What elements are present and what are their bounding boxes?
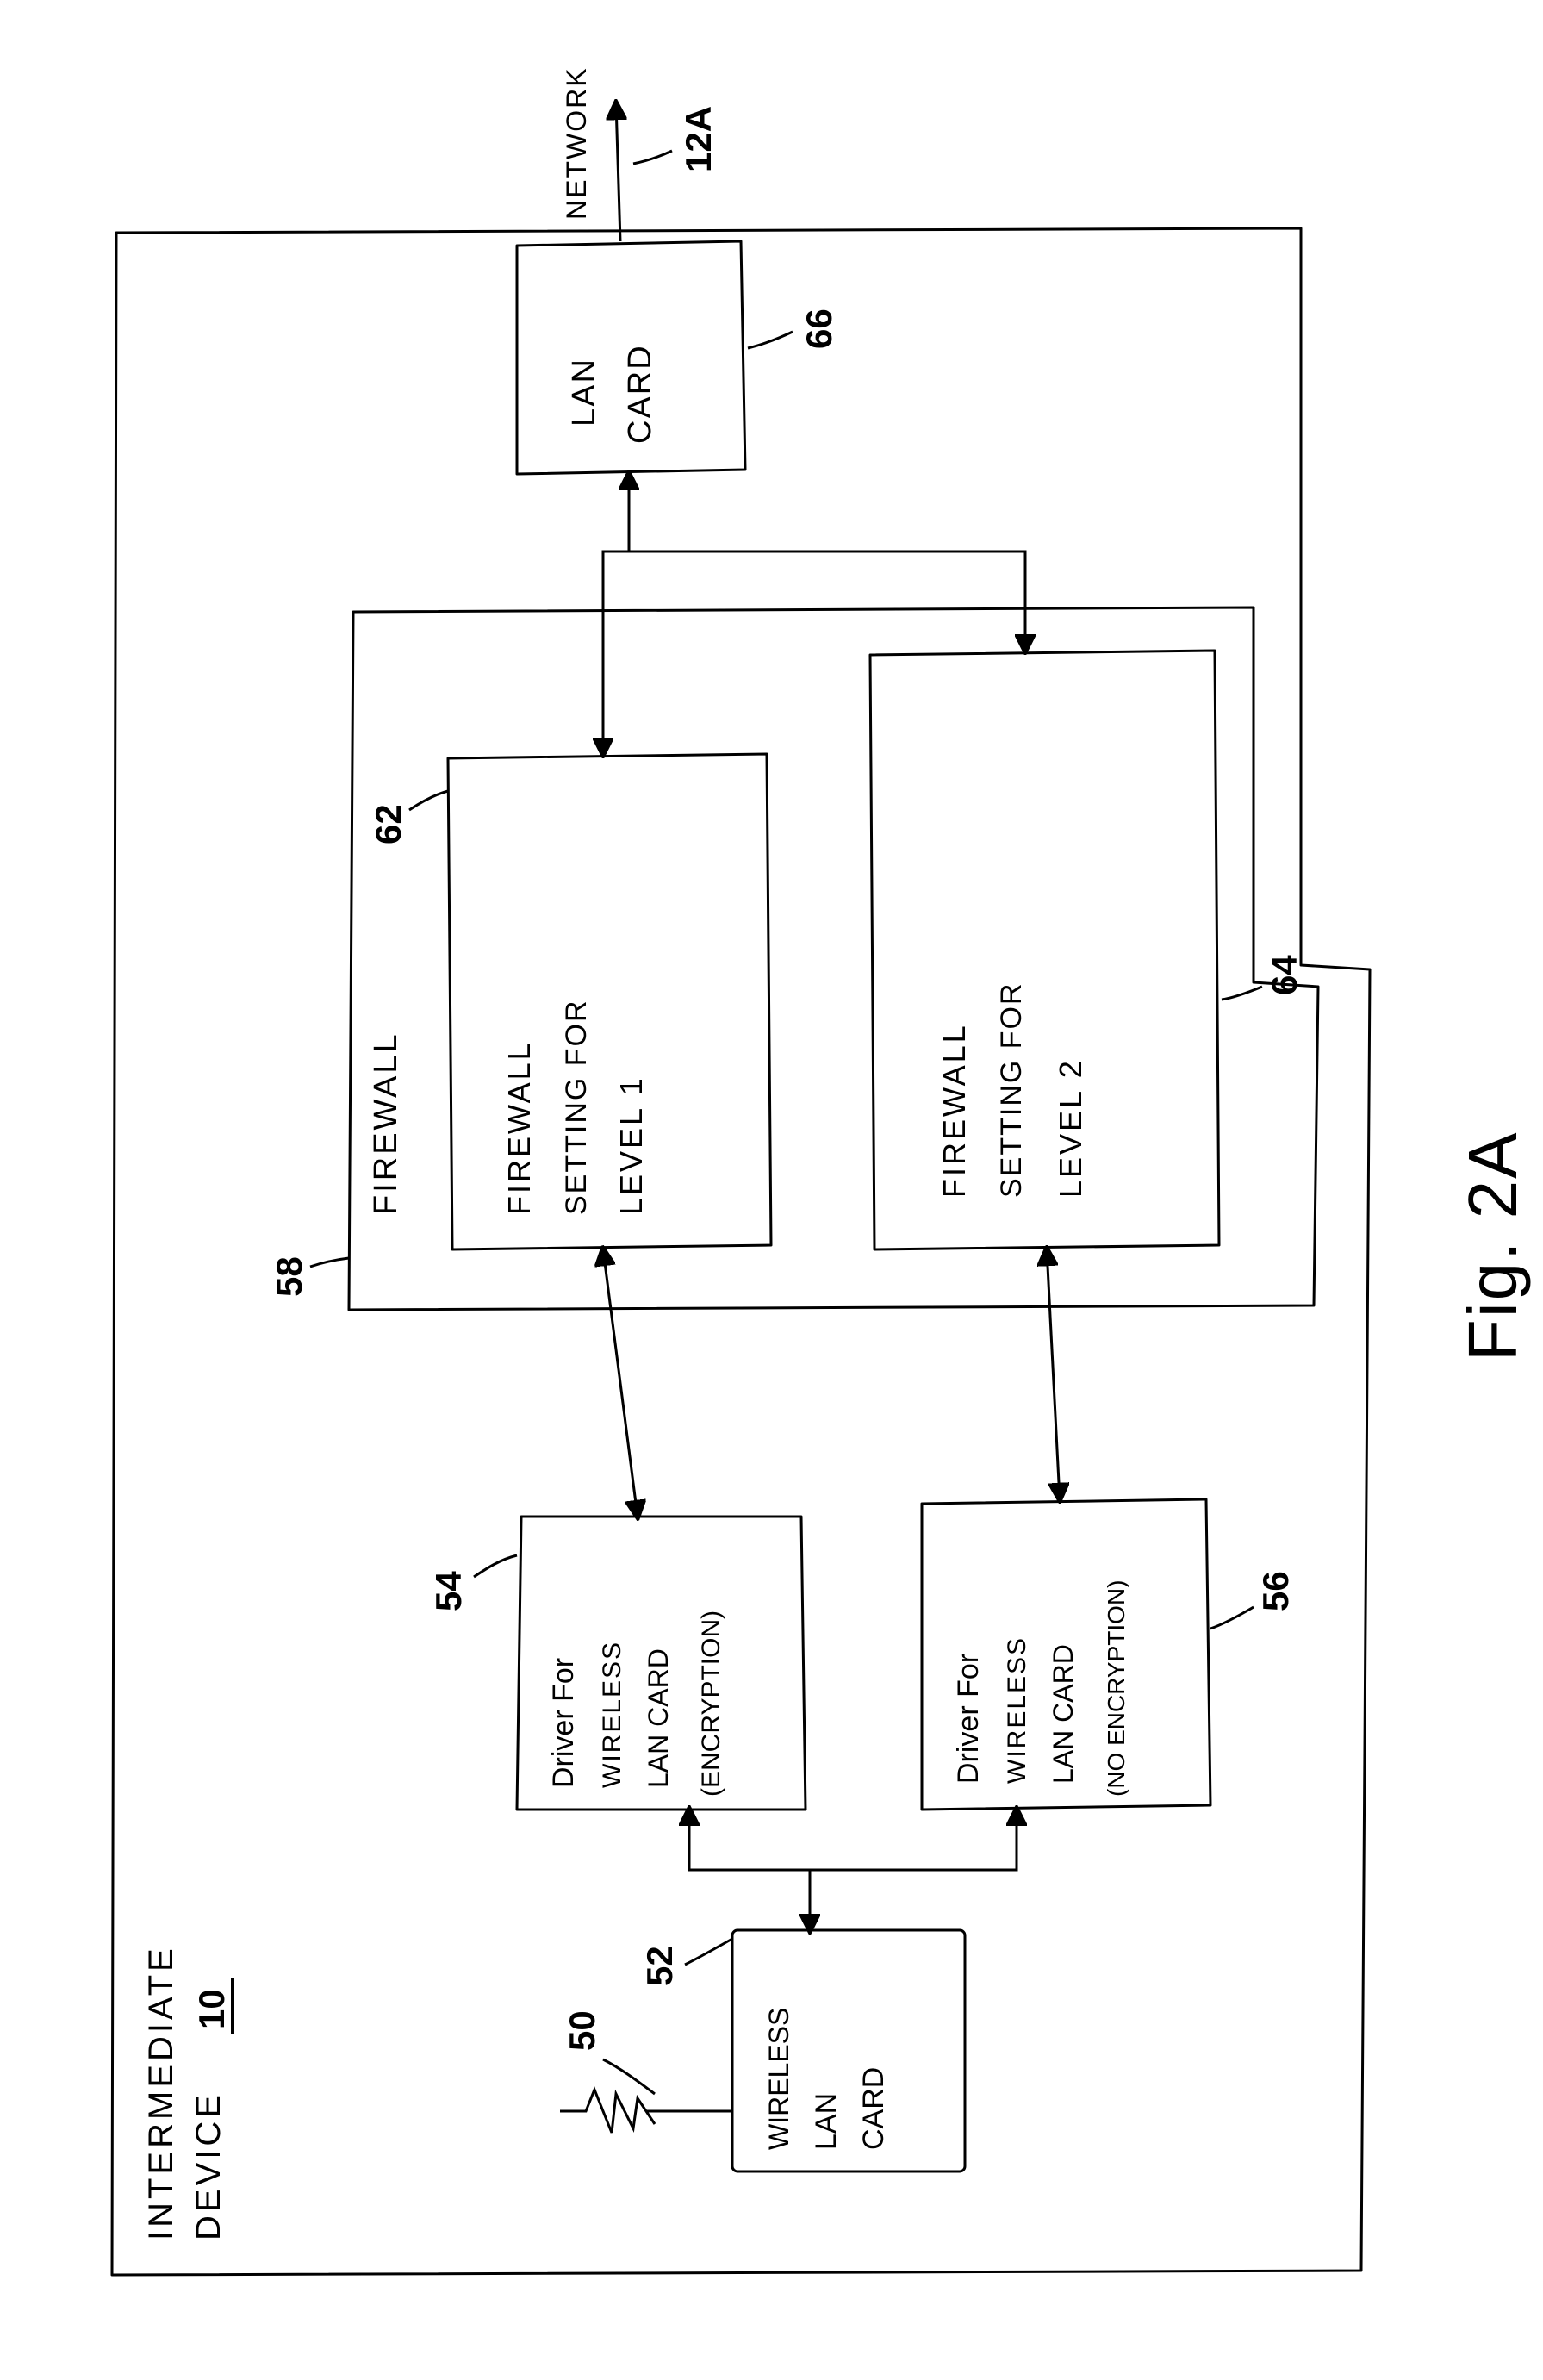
drv2-l3: LAN CARD bbox=[1048, 1644, 1079, 1784]
outer-title-2: DEVICE bbox=[190, 2091, 227, 2240]
lan-l2: CARD bbox=[622, 344, 658, 444]
fw2-ref: 64 bbox=[1264, 955, 1304, 995]
lan-ref: 66 bbox=[799, 308, 839, 349]
fw2-l1: FIREWALL bbox=[936, 1023, 972, 1198]
fw1-l1: FIREWALL bbox=[501, 1040, 537, 1215]
outer-title-1: INTERMEDIATE bbox=[142, 1945, 180, 2240]
fw1-l3: LEVEL 1 bbox=[613, 1075, 649, 1215]
network-label: NETWORK bbox=[561, 66, 592, 220]
drv1-l2: WIRELESS bbox=[598, 1641, 626, 1788]
wlan-ref: 52 bbox=[639, 1946, 680, 1986]
drv2-l2: WIRELESS bbox=[1003, 1636, 1031, 1784]
antenna-ref: 50 bbox=[562, 2010, 602, 2051]
wlan-l2: LAN bbox=[810, 2093, 843, 2150]
wlan-l1: WIRELESS bbox=[763, 2008, 794, 2150]
fw2-l3: LEVEL 2 bbox=[1053, 1058, 1088, 1198]
fw-ref: 58 bbox=[269, 1256, 309, 1297]
drv1-l1: Driver For bbox=[547, 1658, 580, 1788]
fw2-l2: SETTING FOR bbox=[995, 981, 1028, 1198]
drv2-l4: (NO ENCRYPTION) bbox=[1103, 1580, 1129, 1797]
drv2-ref: 56 bbox=[1255, 1571, 1296, 1611]
lan-l1: LAN bbox=[566, 358, 602, 427]
fw1-ref: 62 bbox=[368, 804, 408, 844]
wlan-l3: CARD bbox=[857, 2067, 890, 2150]
outer-ref: 10 bbox=[191, 1989, 232, 2029]
fw-title: FIREWALL bbox=[368, 1031, 404, 1215]
drv1-l4: (ENCRYPTION) bbox=[697, 1611, 725, 1797]
drv1-ref: 54 bbox=[428, 1571, 469, 1611]
figure-label: Fig. 2A bbox=[1454, 1131, 1531, 1361]
drv1-l3: LAN CARD bbox=[643, 1648, 674, 1788]
drv2-l1: Driver For bbox=[952, 1654, 985, 1784]
fw1-l2: SETTING FOR bbox=[560, 999, 593, 1215]
network-ref: 12A bbox=[678, 106, 719, 172]
